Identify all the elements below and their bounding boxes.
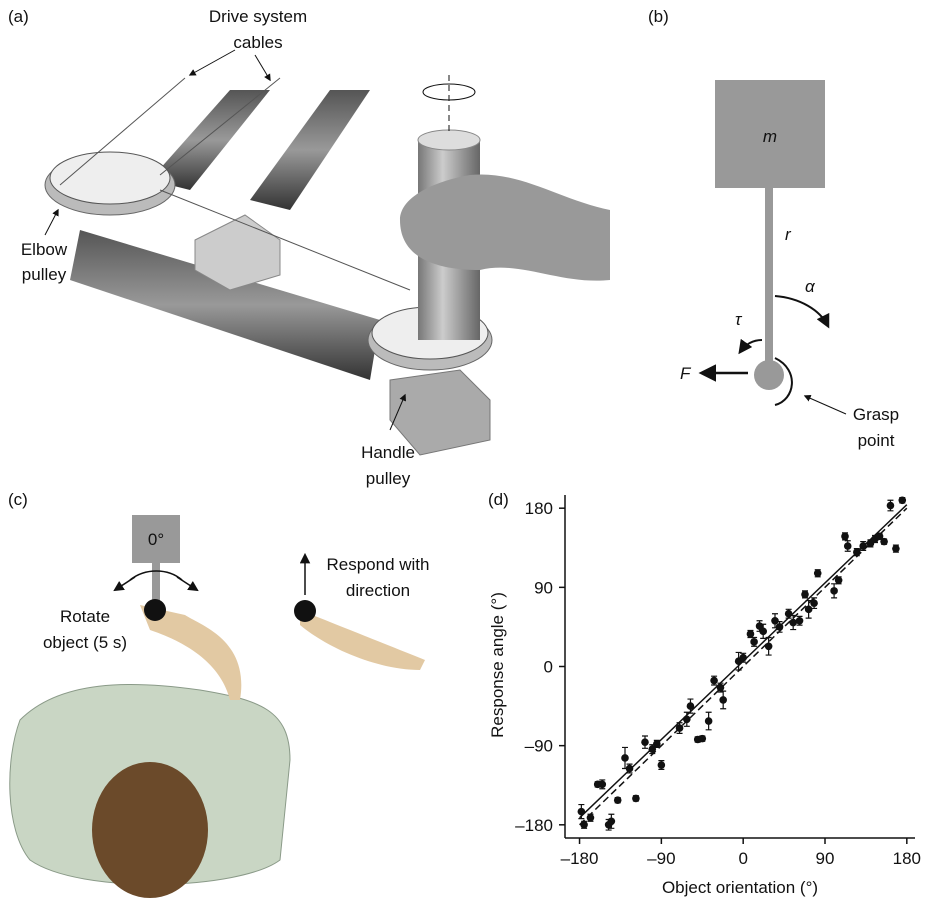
panel-label: (d) (488, 490, 509, 509)
data-point (853, 548, 861, 556)
data-point (898, 496, 906, 504)
panel-a-illustration (45, 50, 610, 455)
annotation: direction (346, 581, 410, 600)
data-point (739, 654, 747, 662)
x-tick-label: –180 (561, 849, 599, 868)
y-tick-label: –90 (525, 737, 553, 756)
annotation: m (763, 127, 777, 146)
data-point (698, 735, 706, 743)
data-point (580, 821, 588, 829)
annotation: pulley (22, 265, 67, 284)
data-point (835, 577, 843, 585)
annotation: Drive system (209, 7, 307, 26)
data-point (658, 761, 666, 769)
x-tick-label: 0 (738, 849, 747, 868)
data-point (621, 754, 629, 762)
y-tick-label: 180 (525, 499, 553, 518)
data-point (887, 502, 895, 510)
annotation: Grasp (853, 405, 899, 424)
data-point (614, 796, 622, 804)
data-point (683, 715, 691, 723)
annotation: Elbow (21, 240, 68, 259)
data-point (805, 606, 813, 614)
data-point (687, 702, 695, 710)
data-point (892, 545, 900, 553)
y-axis-label: Response angle (°) (488, 592, 507, 738)
annotation: cables (233, 33, 282, 52)
annotation: α (805, 277, 816, 296)
data-point (789, 619, 797, 627)
data-point (814, 569, 822, 577)
x-axis-label: Object orientation (°) (662, 878, 818, 897)
data-point (578, 808, 586, 816)
annotation: 0° (148, 530, 164, 549)
data-point (776, 623, 784, 631)
x-tick-label: 90 (816, 849, 835, 868)
data-point (632, 795, 640, 803)
annotation: Handle (361, 443, 415, 462)
panel-label: (b) (648, 7, 669, 26)
annotation: r (785, 225, 792, 244)
annotation: Rotate (60, 607, 110, 626)
annotation: τ (735, 310, 743, 329)
x-tick-label: –90 (647, 849, 675, 868)
data-point (587, 814, 595, 822)
data-point (705, 717, 713, 725)
y-tick-label: 0 (544, 658, 553, 677)
data-point (676, 724, 684, 732)
data-point (796, 617, 804, 625)
data-point (859, 542, 867, 550)
data-point (717, 684, 725, 692)
data-point (841, 533, 849, 541)
panel-label: (c) (8, 490, 28, 509)
data-point (765, 642, 773, 650)
data-point (747, 630, 755, 638)
data-point (750, 638, 758, 646)
data-point (608, 817, 616, 825)
annotation: object (5 s) (43, 633, 127, 652)
data-point (810, 599, 818, 607)
data-point (785, 610, 793, 618)
annotation: F (680, 364, 692, 383)
annotation: Respond with (326, 555, 429, 574)
data-point (710, 677, 718, 685)
y-tick-label: –180 (515, 816, 553, 835)
data-point (771, 617, 779, 625)
annotation: point (858, 431, 895, 450)
data-point (801, 591, 809, 599)
data-point (719, 696, 727, 704)
panel-label: (a) (8, 7, 29, 26)
data-point (626, 765, 634, 773)
data-point (641, 738, 649, 746)
annotation: pulley (366, 469, 411, 488)
data-point (844, 542, 852, 550)
data-point (653, 740, 661, 748)
data-point (830, 587, 838, 595)
y-tick-label: 90 (534, 578, 553, 597)
data-point (759, 628, 767, 636)
figure: (a) Drive system cables Elbow pulley Han… (0, 0, 930, 901)
x-tick-label: 180 (893, 849, 921, 868)
data-point (880, 538, 888, 546)
data-point (598, 781, 606, 789)
